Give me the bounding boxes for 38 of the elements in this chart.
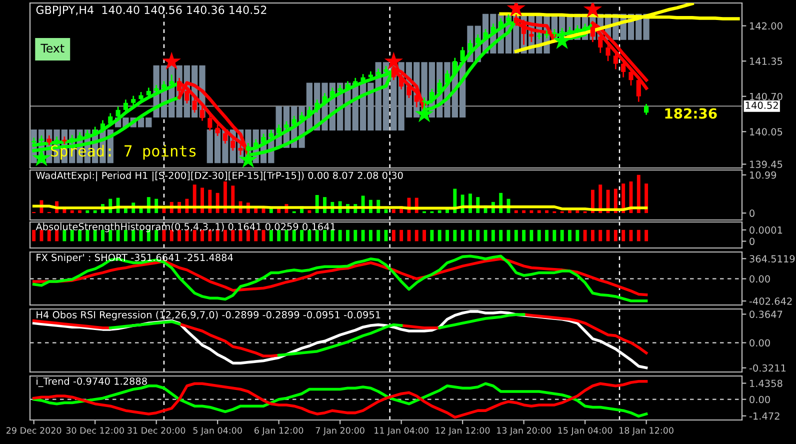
y-tick-label: -0.3211 bbox=[749, 364, 786, 372]
annotation: 182:36 bbox=[665, 108, 717, 119]
y-tick-label: 364.5119 bbox=[750, 255, 795, 262]
y-tick-label: 142.00 bbox=[750, 22, 782, 30]
y-tick-label: 0.00 bbox=[750, 396, 770, 404]
y-tick-label: 0.00 bbox=[750, 275, 770, 283]
chart-title: H4 Obos RSI Regression (12,26,9,7,0) -0.2899 -0.2899 -0.0951 -0.0951 bbox=[36, 310, 380, 320]
y-tick-label: 0.00 bbox=[750, 339, 770, 347]
chart-title: FX Sniper' : SHORT -351.6641 -251.4884 bbox=[36, 254, 233, 263]
y-tick-label: -402.642 bbox=[749, 297, 792, 305]
ref-line-label: 140.52 bbox=[746, 102, 778, 109]
x-tick-label: 7 Jan 20:00 bbox=[316, 427, 364, 436]
chart-title: AbsoluteStrengthHistogram(0.5,4,3,,1) 0.1641 0.0259 0.1641 bbox=[36, 222, 336, 232]
x-tick-label: 30 Dec 12:00 bbox=[66, 427, 124, 434]
y-tick-label: 0.0001 bbox=[750, 226, 782, 234]
y-tick-label: 140.05 bbox=[750, 128, 782, 136]
y-tick-label: 0.3647 bbox=[750, 310, 782, 318]
y-tick-label: 0 bbox=[750, 210, 754, 217]
x-tick-label: 5 Jan 04:00 bbox=[193, 427, 242, 436]
y-tick-label: 139.45 bbox=[750, 160, 782, 168]
y-tick-label: -1.472 bbox=[749, 412, 780, 420]
chart-title: GBPJPY,H4 140.40 140.56 140.36 140.52 bbox=[36, 6, 266, 16]
y-tick-label: 0 bbox=[750, 238, 754, 246]
x-tick-label: 11 Jan 04:00 bbox=[374, 427, 428, 436]
x-tick-label: 12 Jan 12:00 bbox=[436, 427, 490, 436]
chart-title: WadAttExpl:| Period H1 |[S-200][DZ-30][EP-15][TrP-15]) 0.00 8.07 2.08 0.30 bbox=[36, 172, 403, 182]
x-tick-label: 15 Jan 04:00 bbox=[558, 427, 612, 436]
y-tick-label: 1.4358 bbox=[750, 380, 782, 388]
x-tick-label: 29 Dec 2020 bbox=[6, 427, 62, 434]
chart-title: i_Trend -0.9740 1.2888 bbox=[36, 377, 147, 387]
x-tick-label: 13 Jan 20:00 bbox=[497, 427, 551, 436]
y-tick-label: 140.70 bbox=[750, 92, 782, 100]
x-tick-label: 6 Jan 12:00 bbox=[254, 427, 304, 436]
x-tick-label: 31 Dec 20:00 bbox=[128, 427, 186, 434]
annotation: Text bbox=[40, 44, 64, 53]
y-tick-label: 141.35 bbox=[750, 58, 782, 65]
y-tick-label: 10.99 bbox=[750, 171, 776, 179]
x-tick-label: 18 Jan 12:00 bbox=[620, 427, 674, 436]
